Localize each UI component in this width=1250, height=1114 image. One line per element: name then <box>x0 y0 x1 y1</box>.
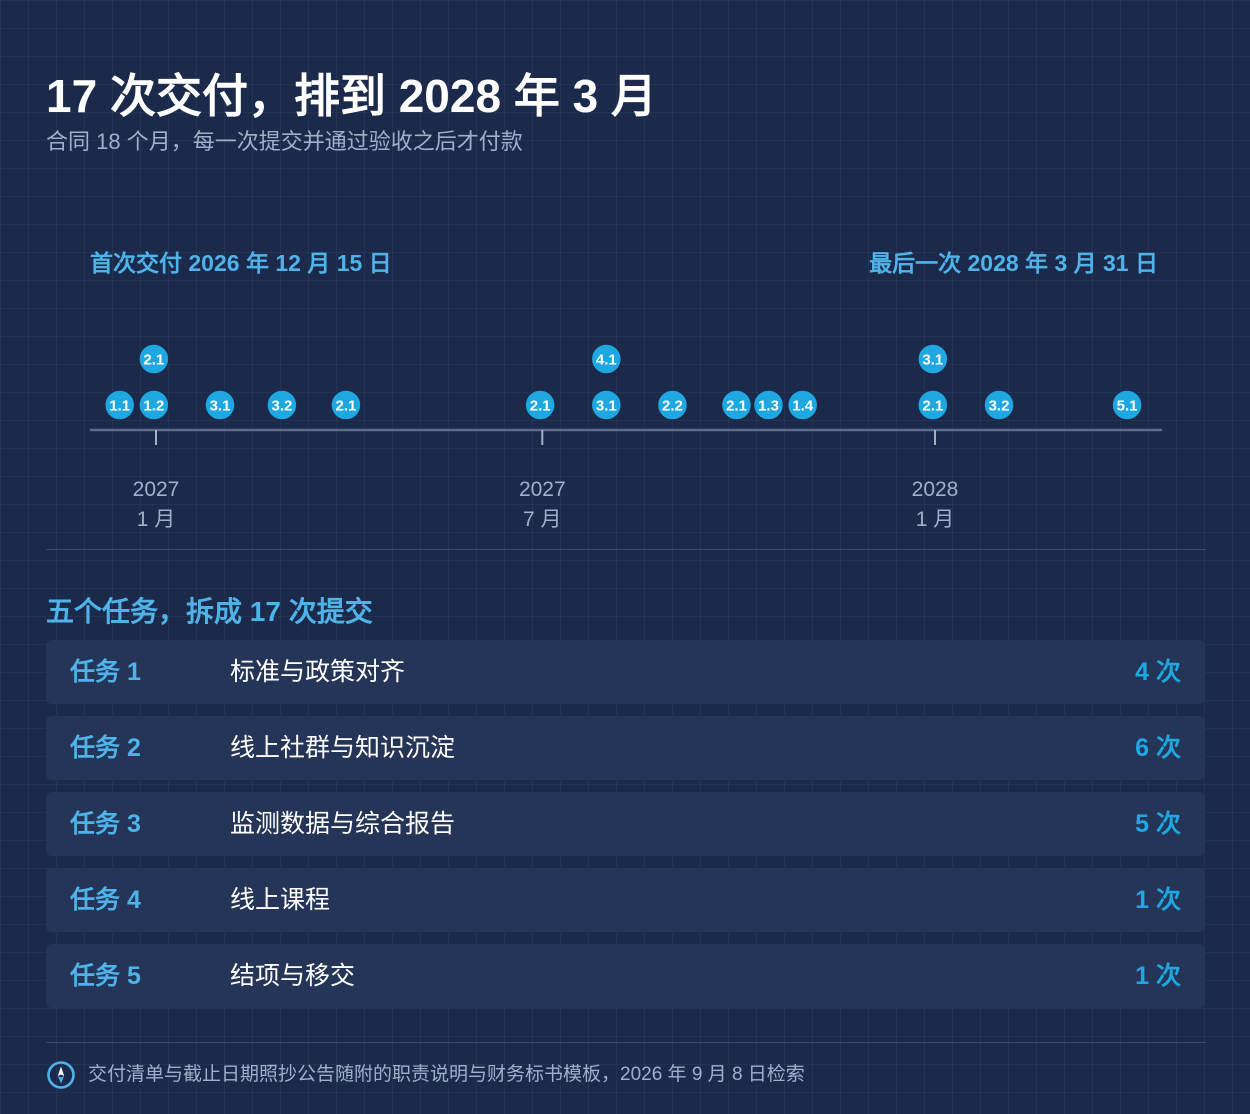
axis-tick-year: 2028 <box>912 478 959 501</box>
delivery-marker <box>266 389 298 421</box>
axis-tick-month: 1 月 <box>916 508 955 531</box>
task-name: 标准与政策对齐 <box>230 658 406 686</box>
axis-tick-year: 2027 <box>519 478 566 501</box>
footer-divider <box>46 1042 1206 1043</box>
task-count: 6 次 <box>1135 734 1181 762</box>
delivery-marker <box>917 343 949 375</box>
delivery-marker-label: 2.1 <box>922 398 943 415</box>
section-divider <box>46 549 1206 550</box>
delivery-marker-label: 3.1 <box>596 398 617 415</box>
delivery-marker <box>983 389 1015 421</box>
delivery-marker-label: 2.2 <box>662 398 683 415</box>
delivery-marker-label: 1.4 <box>792 398 814 415</box>
page-subtitle: 合同 18 个月，每一次提交并通过验收之后才付款 <box>46 129 523 154</box>
page-title: 17 次交付，排到 2028 年 3 月 <box>46 70 657 122</box>
task-id: 任务 1 <box>70 658 141 686</box>
task-name: 线上课程 <box>230 886 331 914</box>
compass-icon <box>47 1061 75 1089</box>
axis-tick-month: 1 月 <box>137 508 176 531</box>
delivery-marker <box>330 389 362 421</box>
delivery-marker-label: 3.2 <box>271 398 292 415</box>
delivery-marker-label: 3.1 <box>210 398 231 415</box>
delivery-marker-label: 3.1 <box>922 352 943 369</box>
task-name: 监测数据与综合报告 <box>230 810 456 838</box>
task-count: 5 次 <box>1135 810 1181 838</box>
task-list: 任务 1 标准与政策对齐 4 次 任务 2 线上社群与知识沉淀 6 次 任务 3… <box>46 640 1205 1020</box>
task-name: 线上社群与知识沉淀 <box>230 734 456 762</box>
task-id: 任务 4 <box>70 886 141 914</box>
delivery-marker <box>720 389 753 421</box>
delivery-marker <box>786 389 819 421</box>
delivery-marker-label: 3.2 <box>989 398 1010 415</box>
delivery-marker <box>917 389 949 421</box>
delivery-marker-label: 2.1 <box>336 398 357 415</box>
delivery-marker <box>752 389 785 421</box>
source-note: 交付清单与截止日期照抄公告随附的职责说明与财务标书模板，2026 年 9 月 8… <box>88 1064 805 1085</box>
tasks-section-title: 五个任务，拆成 17 次提交 <box>46 596 373 627</box>
delivery-marker-label: 1.1 <box>109 398 130 415</box>
task-count: 1 次 <box>1135 886 1181 914</box>
delivery-marker-label: 5.1 <box>1117 398 1138 415</box>
delivery-marker <box>138 389 170 421</box>
delivery-marker <box>590 343 623 375</box>
delivery-timeline: 2027 1 月 2027 7 月 2028 1 月 1.1 1.2 2.1 3.1 3.2 2.1 2… <box>90 343 1162 531</box>
delivery-marker-label: 4.1 <box>596 352 617 369</box>
task-count: 1 次 <box>1135 962 1181 990</box>
delivery-marker-label: 2.1 <box>143 352 164 369</box>
task-id: 任务 2 <box>70 734 141 762</box>
delivery-marker <box>656 389 689 421</box>
delivery-marker-label: 1.2 <box>143 398 164 415</box>
first-delivery-label: 首次交付 2026 年 12 月 15 日 <box>90 250 392 276</box>
last-delivery-label: 最后一次 2028 年 3 月 31 日 <box>869 250 1158 276</box>
delivery-marker <box>1111 389 1143 421</box>
delivery-marker-label: 2.1 <box>726 398 747 415</box>
task-row-4: 任务 4 线上课程 1 次 <box>46 868 1205 932</box>
task-name: 结项与移交 <box>230 962 356 990</box>
delivery-marker <box>590 389 623 421</box>
task-row-2: 任务 2 线上社群与知识沉淀 6 次 <box>46 716 1205 780</box>
axis-tick-year: 2027 <box>133 478 180 501</box>
delivery-marker <box>204 389 236 421</box>
task-id: 任务 5 <box>70 962 141 990</box>
delivery-marker <box>103 389 136 421</box>
task-row-5: 任务 5 结项与移交 1 次 <box>46 944 1205 1008</box>
task-count: 4 次 <box>1135 658 1181 686</box>
axis-tick-month: 7 月 <box>523 508 562 531</box>
task-id: 任务 3 <box>70 810 141 838</box>
delivery-marker <box>524 389 556 421</box>
delivery-marker-label: 1.3 <box>758 398 779 415</box>
task-row-3: 任务 3 监测数据与综合报告 5 次 <box>46 792 1205 856</box>
delivery-marker <box>138 343 170 375</box>
task-row-1: 任务 1 标准与政策对齐 4 次 <box>46 640 1205 704</box>
delivery-marker-label: 2.1 <box>530 398 551 415</box>
